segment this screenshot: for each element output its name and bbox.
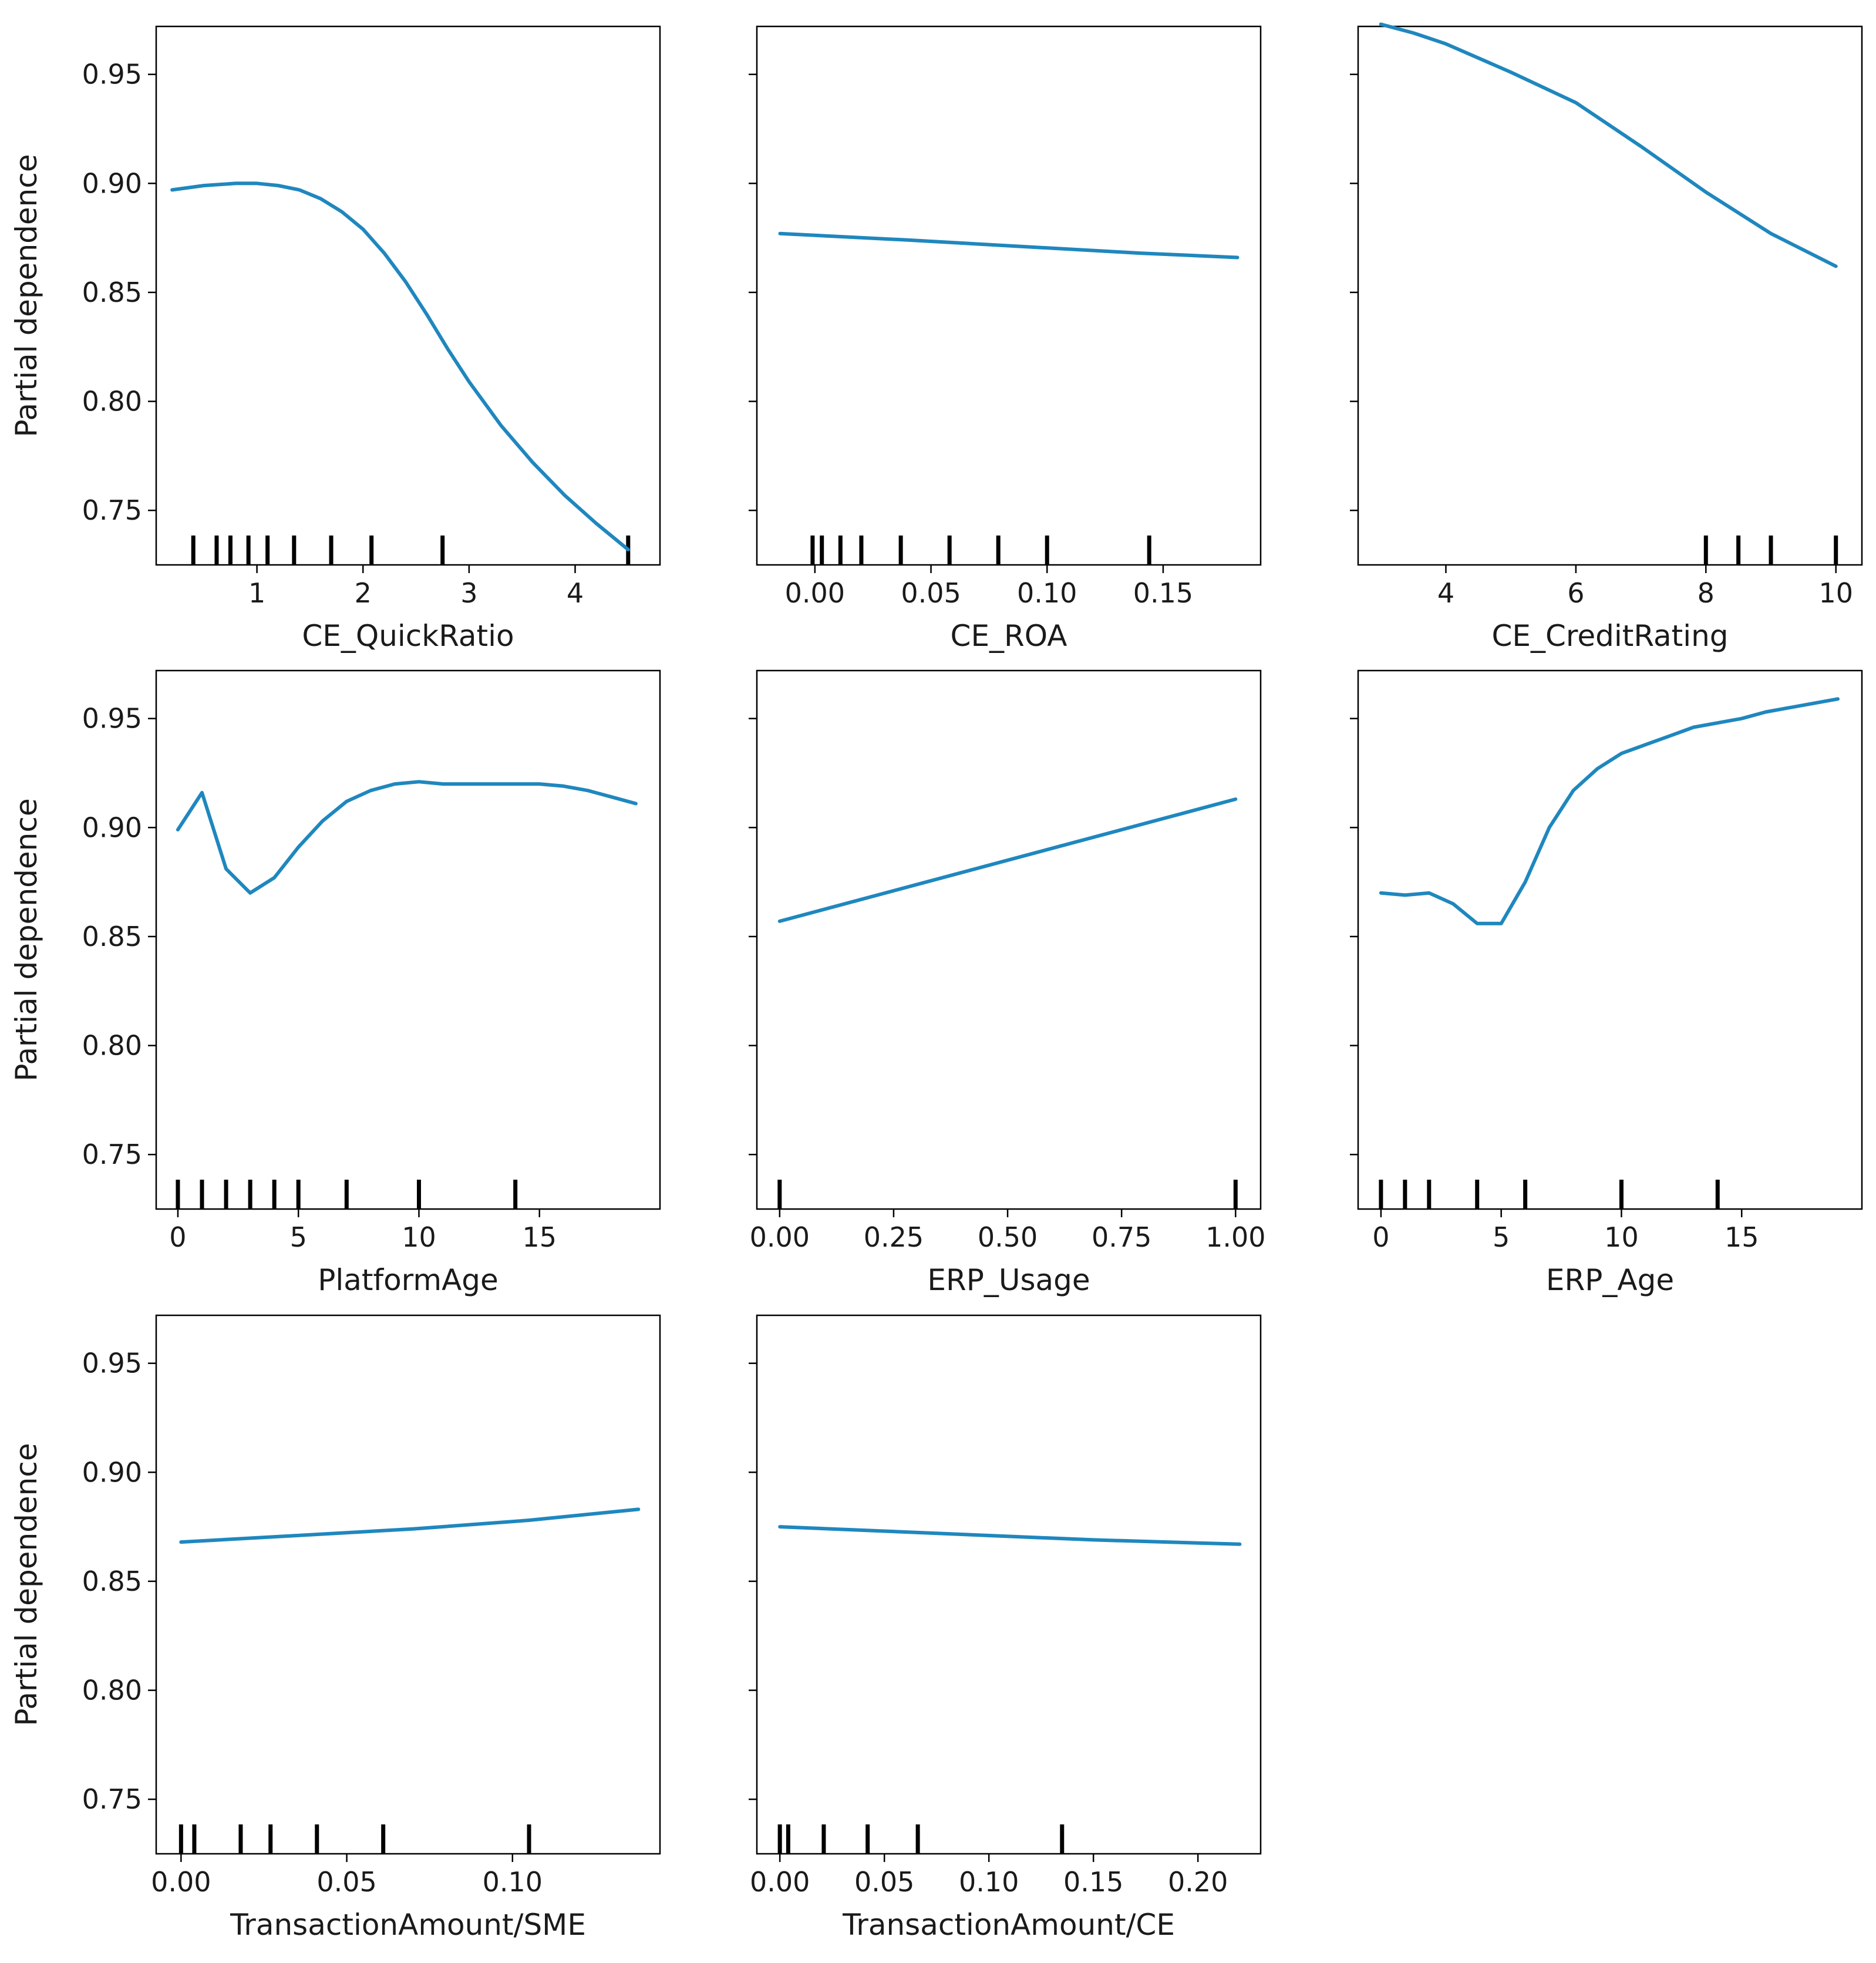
axes-frame [756, 1314, 1262, 1855]
axes-frame [155, 1314, 661, 1855]
axes-frame [155, 669, 661, 1210]
x-tick-label: 8 [1698, 577, 1715, 609]
pd-curve [778, 231, 1240, 260]
x-tick-label: 0.10 [483, 1866, 543, 1898]
x-tick-label: 0.10 [959, 1866, 1019, 1898]
x-tick-label: 0.00 [750, 1221, 810, 1253]
y-axis-label: Partial dependence [9, 154, 43, 437]
axes-frame [756, 669, 1262, 1210]
x-tick-label: 0.50 [978, 1221, 1038, 1253]
x-tick-label: 3 [460, 577, 477, 609]
pdp-panel-5: 0.00 0.25 0.50 0.75 1.00 ERP_Usage [749, 669, 1266, 1297]
x-tick-label: 5 [1493, 1221, 1510, 1253]
pdp-panel-6: 0 5 10 15 ERP_Age [1350, 669, 1863, 1297]
x-axis-label: TransactionAmount/SME [230, 1908, 586, 1942]
y-tick-label: 0.90 [82, 167, 142, 199]
x-tick-label: 0.25 [864, 1221, 924, 1253]
pdp-panel-3: 4 6 8 10 CE_CreditRating [1350, 22, 1863, 653]
y-tick-label: 0.75 [82, 494, 142, 526]
x-axis-label: PlatformAge [318, 1263, 499, 1297]
x-tick-label: 6 [1567, 577, 1584, 609]
y-tick-label: 0.75 [82, 1783, 142, 1815]
y-tick-label: 0.85 [82, 1565, 142, 1597]
x-tick-label: 0.05 [854, 1866, 914, 1898]
x-tick-label: 4 [567, 577, 584, 609]
pdp-panel-1: 0.75 0.80 0.85 0.90 0.95 1 2 3 4 CE_QuickRatio Par… [9, 25, 661, 653]
y-tick-label: 0.95 [82, 59, 142, 90]
pd-curve [778, 1525, 1242, 1546]
axes-frame [1357, 25, 1863, 566]
x-axis-label: CE_ROA [951, 619, 1067, 653]
pd-curve [170, 181, 630, 551]
pd-curve [176, 780, 638, 895]
y-tick-label: 0.80 [82, 386, 142, 417]
axes-frame [1357, 669, 1863, 1210]
y-tick-label: 0.80 [82, 1030, 142, 1062]
x-tick-label: 15 [522, 1221, 557, 1253]
y-tick-label: 0.75 [82, 1139, 142, 1170]
x-axis-label: ERP_Age [1546, 1263, 1674, 1297]
pd-curve [179, 1507, 641, 1544]
axes-frame [155, 25, 661, 566]
x-tick-label: 4 [1437, 577, 1454, 609]
axes-frame [756, 25, 1262, 566]
y-tick-label: 0.90 [82, 812, 142, 843]
y-axis-label: Partial dependence [9, 1443, 43, 1726]
x-tick-label: 15 [1725, 1221, 1759, 1253]
pdp-panel-7: 0.75 0.80 0.85 0.90 0.95 0.00 0.05 0.10 Transact… [9, 1314, 661, 1942]
x-tick-label: 0.15 [1133, 577, 1193, 609]
y-tick-label: 0.85 [82, 921, 142, 952]
y-tick-label: 0.95 [82, 703, 142, 735]
x-tick-label: 0.00 [785, 577, 845, 609]
x-tick-label: 1.00 [1205, 1221, 1265, 1253]
x-tick-label: 10 [1818, 577, 1853, 609]
y-tick-label: 0.90 [82, 1456, 142, 1488]
pd-curve [777, 797, 1238, 923]
y-tick-label: 0.95 [82, 1348, 142, 1379]
pd-curve [1379, 22, 1838, 268]
y-tick-label: 0.85 [82, 277, 142, 308]
x-tick-label: 5 [290, 1221, 307, 1253]
x-axis-label: CE_CreditRating [1491, 619, 1728, 653]
x-axis-label: ERP_Usage [927, 1263, 1090, 1297]
x-tick-label: 0.20 [1168, 1866, 1228, 1898]
x-tick-label: 0.05 [901, 577, 961, 609]
x-tick-label: 0.00 [750, 1866, 810, 1898]
x-tick-label: 1 [248, 577, 265, 609]
x-tick-label: 0.00 [151, 1866, 211, 1898]
pd-curve [1379, 697, 1840, 925]
x-axis-label: TransactionAmount/CE [842, 1908, 1175, 1942]
x-tick-label: 0.10 [1017, 577, 1077, 609]
pdp-panel-8: 0.00 0.05 0.10 0.15 0.20 TransactionAmount/CE [749, 1314, 1262, 1942]
x-tick-label: 0 [169, 1221, 186, 1253]
x-tick-label: 10 [402, 1221, 436, 1253]
x-axis-label: CE_QuickRatio [302, 619, 514, 653]
x-tick-label: 0.15 [1063, 1866, 1123, 1898]
pdp-panel-4: 0.75 0.80 0.85 0.90 0.95 0 5 10 15 PlatformAge Par… [9, 669, 661, 1297]
y-tick-label: 0.80 [82, 1675, 142, 1706]
x-tick-label: 0.75 [1092, 1221, 1151, 1253]
pdp-panel-2: 0.00 0.05 0.10 0.15 CE_ROA [749, 25, 1262, 653]
x-tick-label: 2 [355, 577, 372, 609]
y-axis-label: Partial dependence [9, 798, 43, 1081]
x-tick-label: 0.05 [316, 1866, 376, 1898]
x-tick-label: 10 [1604, 1221, 1639, 1253]
x-tick-label: 0 [1372, 1221, 1389, 1253]
